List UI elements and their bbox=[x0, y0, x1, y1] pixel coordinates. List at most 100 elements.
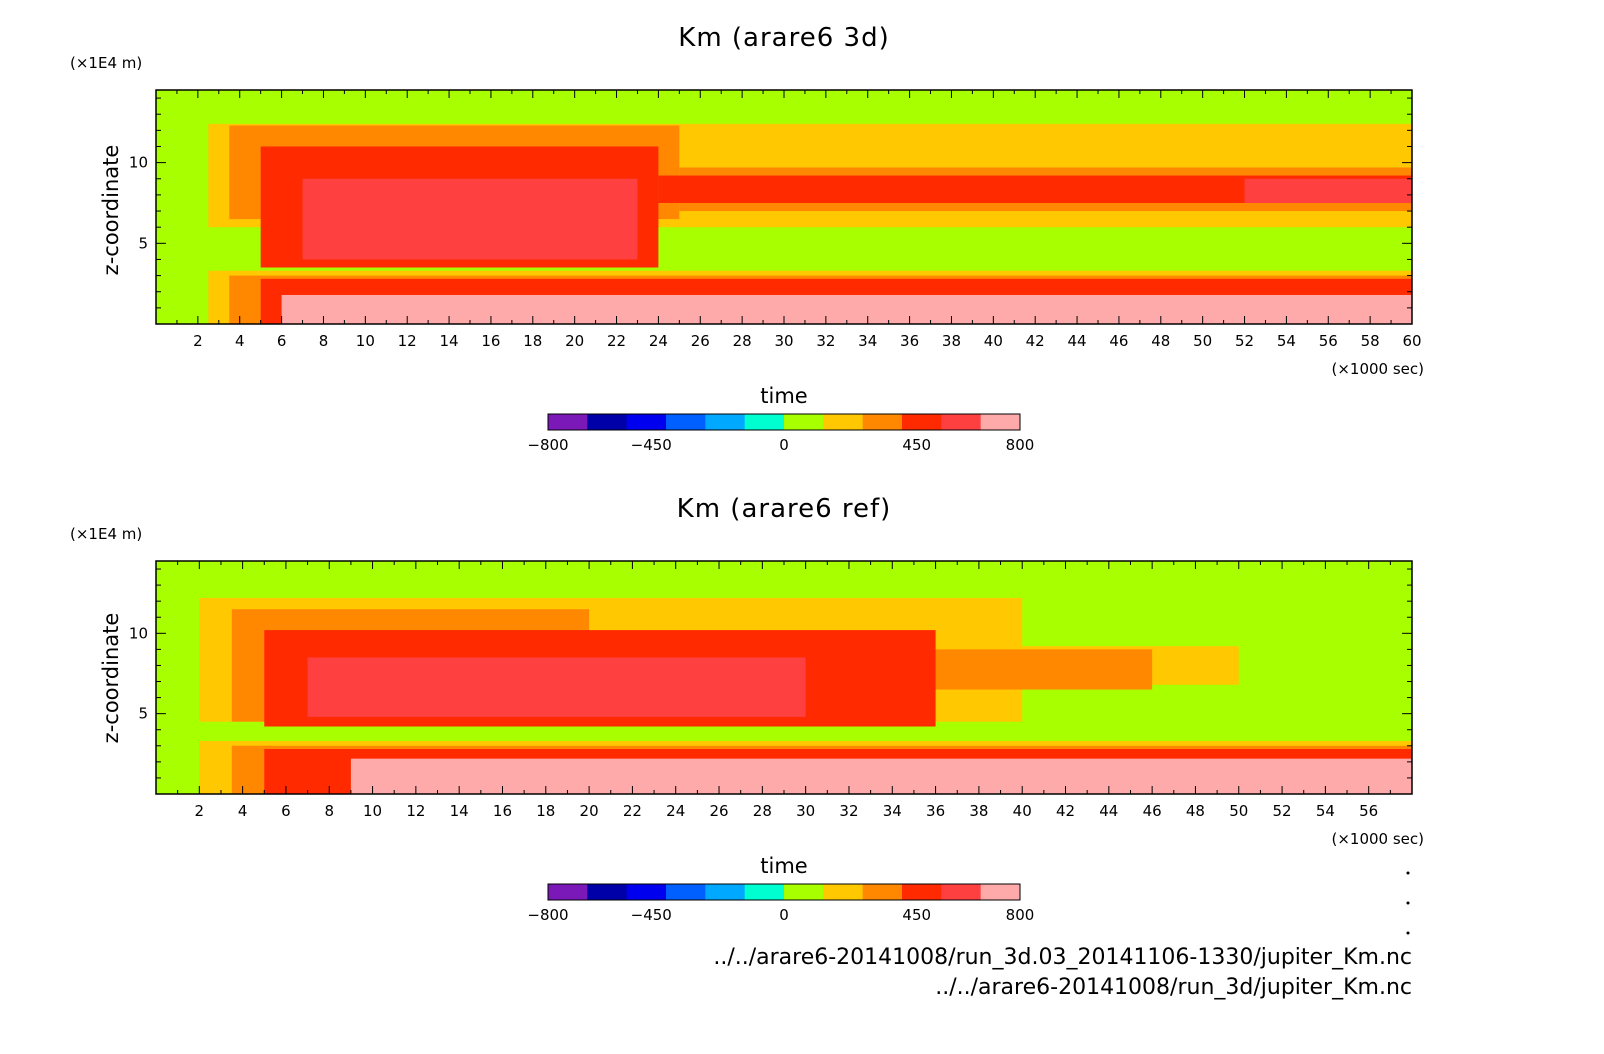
x-tick-label: 46 bbox=[1143, 802, 1162, 820]
x-axis-label-top: time bbox=[760, 384, 807, 408]
x-axis-label-bottom: time bbox=[760, 854, 807, 878]
file-path-1: ../../arare6-20141008/run_3d.03_20141106… bbox=[713, 945, 1412, 970]
x-tick-label: 22 bbox=[607, 332, 626, 350]
chart-title-top: Km (arare6 3d) bbox=[678, 23, 889, 53]
x-tick-label: 4 bbox=[235, 332, 245, 350]
colorbar-tick-label: −450 bbox=[631, 436, 672, 454]
x-tick-label: 6 bbox=[277, 332, 287, 350]
colorbar-swatch bbox=[862, 414, 903, 430]
x-tick-label: 22 bbox=[623, 802, 642, 820]
x-tick-label: 38 bbox=[969, 802, 988, 820]
x-tick-label: 14 bbox=[440, 332, 459, 350]
colorbar-frame bbox=[547, 413, 1021, 431]
colorbar-tick-label: 450 bbox=[902, 436, 931, 454]
chart-title-bottom: Km (arare6 ref) bbox=[677, 494, 892, 524]
x-tick-label: 44 bbox=[1099, 802, 1118, 820]
colorbar-swatch bbox=[587, 884, 628, 900]
colorbar-top: −800 −450 0 450 800 bbox=[527, 413, 1034, 454]
plot-area-bottom: 2 4 6 8 10 12 14 16 18 20 22 24 26 28 30 32 34 36 38 40 42 44… bbox=[129, 560, 1413, 820]
panel-bottom: Km (arare6 ref) (×1E4 m) 2 4 6 8 10 12 14 16 18 2… bbox=[70, 494, 1424, 924]
marker-dot bbox=[1406, 871, 1410, 875]
x-tick-label: 34 bbox=[883, 802, 902, 820]
x-tick-label: 10 bbox=[356, 332, 375, 350]
x-tick-label: 32 bbox=[816, 332, 835, 350]
colorbar-swatch bbox=[784, 884, 824, 900]
x-tick-label: 12 bbox=[398, 332, 417, 350]
colorbar-tick-label: −800 bbox=[527, 436, 568, 454]
x-tick-label: 42 bbox=[1056, 802, 1075, 820]
x-tick-label: 12 bbox=[406, 802, 425, 820]
marker-dot bbox=[1406, 901, 1410, 905]
x-tick-label: 32 bbox=[839, 802, 858, 820]
colorbar-frame bbox=[547, 883, 1021, 901]
x-tick-label: 4 bbox=[238, 802, 248, 820]
x-tick-label: 2 bbox=[193, 332, 203, 350]
colorbar-swatch bbox=[705, 414, 746, 430]
y-axis-label-top: z-coordinate bbox=[99, 145, 123, 276]
x-tick-label: 28 bbox=[753, 802, 772, 820]
x-tick-label: 58 bbox=[1361, 332, 1380, 350]
contour-region-level-4 bbox=[302, 178, 638, 260]
colorbar-swatch bbox=[705, 884, 746, 900]
colorbar-swatch bbox=[902, 884, 942, 900]
x-tick-label: 10 bbox=[363, 802, 382, 820]
contour-region-level-5 bbox=[281, 294, 1413, 324]
x-tick-label: 40 bbox=[984, 332, 1003, 350]
x-tick-label: 42 bbox=[1026, 332, 1045, 350]
x-tick-label: 16 bbox=[481, 332, 500, 350]
colorbar-tick-label: −450 bbox=[631, 906, 672, 924]
y-axis-label-bottom: z-coordinate bbox=[99, 613, 123, 744]
x-tick-label: 48 bbox=[1186, 802, 1205, 820]
x-tick-label: 8 bbox=[324, 802, 334, 820]
x-tick-label: 34 bbox=[858, 332, 877, 350]
y-tick-label: 10 bbox=[129, 624, 148, 642]
x-unit-bottom: (×1000 sec) bbox=[1331, 830, 1424, 848]
plot-area-top: 2 4 6 8 10 12 14 16 18 20 22 24 26 28 30 32 34 36 38 40 42 44… bbox=[129, 89, 1422, 350]
colorbar-tick-label: 800 bbox=[1006, 906, 1035, 924]
colorbar-bottom: −800 −450 0 450 800 bbox=[527, 883, 1035, 924]
colorbar-tick-label: 450 bbox=[902, 906, 931, 924]
colorbar-swatch bbox=[823, 414, 864, 430]
panel-top: Km (arare6 3d) (×1E4 m) 2 4 6 8 10 12 14 16 18 20… bbox=[70, 23, 1424, 454]
colorbar-swatch bbox=[548, 884, 588, 900]
x-tick-label: 30 bbox=[796, 802, 815, 820]
x-tick-label: 44 bbox=[1068, 332, 1087, 350]
colorbar-tick-label: 0 bbox=[779, 436, 789, 454]
colorbar-swatch bbox=[862, 884, 903, 900]
x-tick-label: 38 bbox=[942, 332, 961, 350]
x-tick-label: 6 bbox=[281, 802, 291, 820]
x-tick-label: 26 bbox=[691, 332, 710, 350]
colorbar-swatch bbox=[823, 884, 864, 900]
x-tick-label: 36 bbox=[926, 802, 945, 820]
colorbar-swatch bbox=[744, 884, 785, 900]
colorbar-tick-label: −800 bbox=[527, 906, 568, 924]
colorbar-swatch bbox=[666, 414, 706, 430]
colorbar-tick-label: 0 bbox=[779, 906, 789, 924]
colorbar-swatch bbox=[626, 884, 667, 900]
x-tick-label: 52 bbox=[1273, 802, 1292, 820]
x-tick-label: 28 bbox=[733, 332, 752, 350]
x-tick-label: 14 bbox=[450, 802, 469, 820]
colorbar-swatch bbox=[548, 414, 588, 430]
x-tick-label: 24 bbox=[666, 802, 685, 820]
contour-region-level-4 bbox=[1244, 178, 1412, 203]
file-path-2: ../../arare6-20141008/run_3d/jupiter_Km.… bbox=[935, 975, 1412, 1000]
y-tick-label: 5 bbox=[138, 234, 148, 252]
x-tick-label: 60 bbox=[1402, 332, 1421, 350]
colorbar-swatch bbox=[587, 414, 628, 430]
x-tick-label: 2 bbox=[195, 802, 205, 820]
contour-region-level-4 bbox=[307, 657, 806, 717]
y-tick-label: 10 bbox=[129, 154, 148, 172]
colorbar-swatch bbox=[744, 414, 785, 430]
x-tick-label: 56 bbox=[1319, 332, 1338, 350]
contour-region-level-5 bbox=[350, 758, 1413, 794]
x-tick-label: 20 bbox=[580, 802, 599, 820]
x-tick-label: 48 bbox=[1151, 332, 1170, 350]
x-tick-label: 16 bbox=[493, 802, 512, 820]
x-tick-label: 54 bbox=[1316, 802, 1335, 820]
x-tick-label: 24 bbox=[649, 332, 668, 350]
x-tick-label: 36 bbox=[900, 332, 919, 350]
colorbar-swatch bbox=[980, 884, 1021, 900]
x-tick-label: 46 bbox=[1109, 332, 1128, 350]
